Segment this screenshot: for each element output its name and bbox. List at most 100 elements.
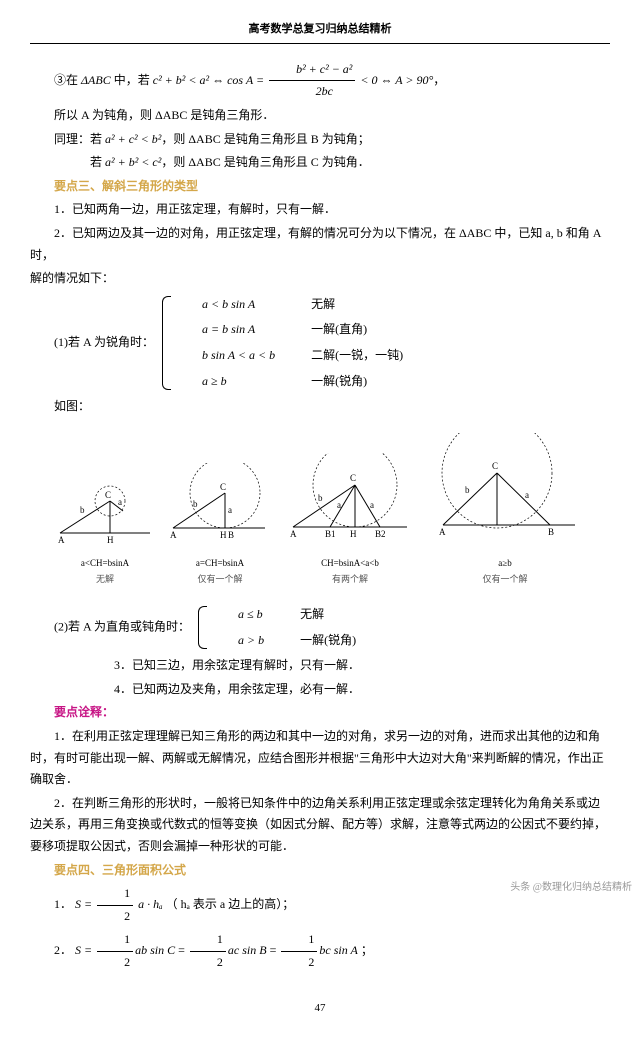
svg-text:B: B xyxy=(548,527,554,537)
p34: 4．已知两边及夹角，用余弦定理，必有一解． xyxy=(30,679,610,701)
case2: (2)若 A 为直角或钝角时： a ≤ b无解 a > b一解(锐角) xyxy=(30,602,610,653)
txt: 中，若 xyxy=(111,73,153,87)
d: 2 xyxy=(190,952,226,974)
svg-text:H: H xyxy=(220,530,227,540)
svg-text:B2: B2 xyxy=(375,529,386,539)
line-3: 同理：若 a² + c² < b²，则 ΔABC 是钝角三角形且 B 为钝角； xyxy=(30,129,610,151)
semi: ； xyxy=(361,943,373,957)
math: a² + c² < b² xyxy=(105,132,161,146)
S: S = xyxy=(75,943,95,957)
cond: a < b sin A xyxy=(176,292,285,318)
diagram-1: A C H b a a<CH=bsinA 无解 xyxy=(55,473,155,587)
p32: 2．已知两边及其一边的对角，用正弦定理，有解的情况可分为以下情况，在 ΔABC … xyxy=(30,223,610,266)
eq: = xyxy=(178,943,188,957)
res: 无解 xyxy=(285,292,413,318)
txt: ，则 ΔABC 是钝角三角形且 B 为钝角； xyxy=(161,132,369,146)
svg-text:C: C xyxy=(492,461,498,471)
fraction: b² + c² − a²2bc xyxy=(269,59,355,103)
svg-text:B1: B1 xyxy=(325,529,336,539)
brace-cases-2: a ≤ b无解 a > b一解(锐角) xyxy=(198,602,366,653)
svg-text:A: A xyxy=(170,530,177,540)
p31: 1．已知两角一边，用正弦定理，有解时，只有一解． xyxy=(30,199,610,221)
cond: a ≤ b xyxy=(212,602,274,628)
p32b: 解的情况如下： xyxy=(30,268,610,290)
p33: 3．已知三边，用余弦定理有解时，只有一解． xyxy=(30,655,610,677)
brace-cases-1: a < b sin A无解 a = b sin A一解(直角) b sin A … xyxy=(162,292,413,394)
fraction: 12 xyxy=(97,883,133,927)
lt0: < 0 ⇔ A > 90° xyxy=(360,73,433,87)
res: 一解(锐角) xyxy=(285,369,413,395)
section-4-title: 要点四、三角形面积公式 xyxy=(30,860,610,882)
svg-text:C: C xyxy=(220,482,226,492)
den: 2bc xyxy=(269,81,355,103)
svg-text:a: a xyxy=(118,497,122,507)
ineq: c² + b² < a² xyxy=(153,73,209,87)
num: 2． xyxy=(54,943,72,957)
res: 一解(锐角) xyxy=(274,628,366,654)
fraction: 12 xyxy=(281,929,317,973)
label: a<CH=bsinA xyxy=(55,555,155,571)
fraction: 12 xyxy=(97,929,133,973)
label: 无解 xyxy=(55,571,155,587)
svg-text:a: a xyxy=(525,490,529,500)
cond: a > b xyxy=(212,628,274,654)
svg-text:a: a xyxy=(337,500,341,510)
section-3-title: 要点三、解斜三角形的类型 xyxy=(30,176,610,198)
t: ac sin B xyxy=(228,943,267,957)
label: a=CH=bsinA xyxy=(165,555,275,571)
svg-text:H: H xyxy=(350,529,357,539)
d: 2 xyxy=(281,952,317,974)
cond: a ≥ b xyxy=(176,369,285,395)
svg-text:C: C xyxy=(350,473,356,483)
n: 1 xyxy=(281,929,317,952)
note-title: 要点诠释： xyxy=(30,702,610,724)
comma: ， xyxy=(433,73,445,87)
S: S = xyxy=(75,897,95,911)
note-2: 2．在判断三角形的形状时，一般将已知条件中的边角关系利用正弦定理或余弦定理转化为… xyxy=(30,793,610,858)
aha: a · hₐ xyxy=(138,897,163,911)
svg-text:b: b xyxy=(318,493,323,503)
den: 2 xyxy=(97,906,133,928)
svg-text:a: a xyxy=(370,500,374,510)
cond: b sin A < a < b xyxy=(176,343,285,369)
svg-text:A: A xyxy=(58,535,65,545)
cond: a = b sin A xyxy=(176,317,285,343)
tri: ΔABC xyxy=(81,73,111,87)
label: 有两个解 xyxy=(285,571,415,587)
case1: (1)若 A 为锐角时： a < b sin A无解 a = b sin A一解… xyxy=(30,292,610,394)
line-4: 若 a² + b² < c²，则 ΔABC 是钝角三角形且 C 为钝角． xyxy=(30,152,610,174)
txt: 若 xyxy=(90,155,105,169)
cosA: cos A = xyxy=(227,73,264,87)
page-header: 高考数学总复习归纳总结精析 xyxy=(30,20,610,44)
math: a² + b² < c² xyxy=(105,155,161,169)
num: 1． xyxy=(54,897,72,911)
label: 仅有一个解 xyxy=(165,571,275,587)
lead: (1)若 A 为锐角时： xyxy=(54,335,154,349)
iff: ⇔ xyxy=(212,73,227,87)
lead: (2)若 A 为直角或钝角时： xyxy=(54,619,190,633)
diagram-row: ACH ba a<CH=bsinA 无解 ACB Hba a=CH=bsinA … xyxy=(30,433,610,587)
page-number: 47 xyxy=(30,999,610,1019)
line-2: 所以 A 为钝角，则 ΔABC 是钝角三角形． xyxy=(30,105,610,127)
num: b² + c² − a² xyxy=(269,59,355,82)
label: 仅有一个解 xyxy=(425,571,585,587)
label: CH=bsinA<a<b xyxy=(285,555,415,571)
eq: = xyxy=(270,943,280,957)
rutu: 如图： xyxy=(30,396,610,418)
t: ab sin C xyxy=(135,943,175,957)
diagram-3: AC B1HB2 baa CH=bsinA<a<b 有两个解 xyxy=(285,453,415,587)
formula-2: 2． S = 12ab sin C = 12ac sin B = 12bc si… xyxy=(30,929,610,973)
txt: ③在 xyxy=(54,73,81,87)
diagram-4: ACB ba a≥b 仅有一个解 xyxy=(425,433,585,587)
t: bc sin A xyxy=(319,943,357,957)
num: 1 xyxy=(97,883,133,906)
n: 1 xyxy=(190,929,226,952)
svg-text:H: H xyxy=(107,535,114,545)
svg-text:b: b xyxy=(465,485,470,495)
svg-text:b: b xyxy=(80,505,85,515)
svg-text:C: C xyxy=(105,490,111,500)
txt: ，则 ΔABC 是钝角三角形且 C 为钝角． xyxy=(161,155,369,169)
n: 1 xyxy=(97,929,133,952)
watermark: 头条 @数理化归纳总结精析 xyxy=(510,879,632,897)
res: 一解(直角) xyxy=(285,317,413,343)
